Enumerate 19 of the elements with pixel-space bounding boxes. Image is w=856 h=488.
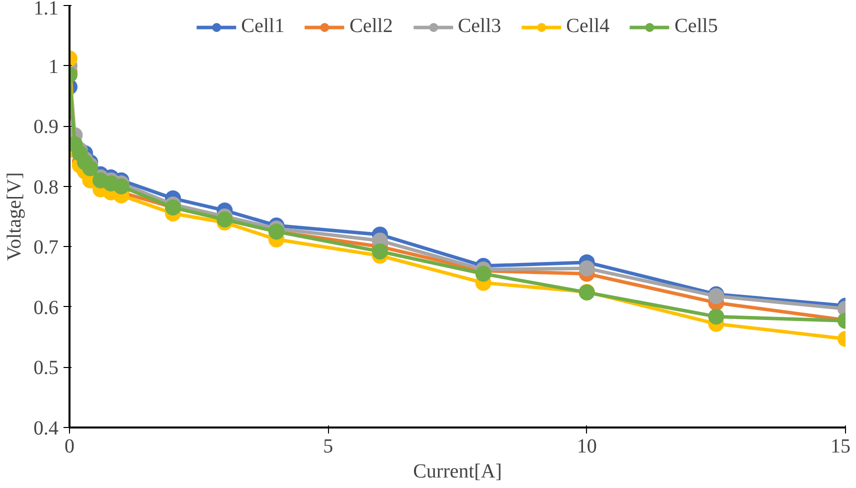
y-tick-label: 0.7 <box>34 236 58 259</box>
legend-label: Cell1 <box>241 15 284 38</box>
y-tick-label: 0.5 <box>34 357 58 380</box>
x-axis-title: Current[A] <box>413 460 502 482</box>
legend-label: Cell4 <box>566 15 610 38</box>
x-tick-label: 15 <box>830 436 850 458</box>
y-tick-label: 0.6 <box>34 296 58 319</box>
y-tick-label: 0.8 <box>34 176 58 198</box>
y-tick-label: 1 <box>48 56 58 78</box>
legend-label: Cell5 <box>674 15 718 38</box>
x-tick-label: 5 <box>323 436 334 458</box>
y-tick-label: 0.4 <box>34 418 58 440</box>
x-tick-label: 10 <box>576 436 597 458</box>
y-axis-title: Voltage[V] <box>4 172 26 261</box>
legend-label: Cell3 <box>458 15 502 38</box>
y-tick-label: 0.9 <box>34 116 58 138</box>
legend-label: Cell2 <box>349 15 393 38</box>
y-tick-label: 1.1 <box>34 0 58 20</box>
x-tick-label: 0 <box>64 436 74 458</box>
